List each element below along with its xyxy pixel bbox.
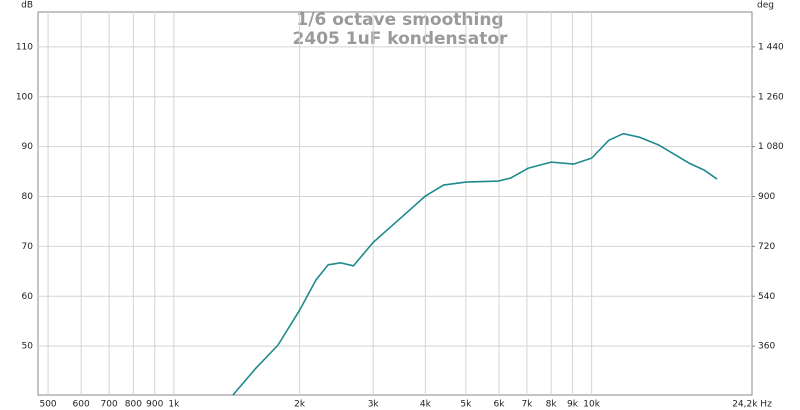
y2-tick-label: 1 260 — [758, 92, 784, 102]
y-tick-label: 110 — [16, 42, 33, 52]
x-tick-label: 9k — [567, 400, 579, 410]
x-tick-label: 1k — [168, 400, 180, 410]
response-line — [232, 132, 718, 396]
y-tick-label: 70 — [22, 242, 34, 252]
y-tick-label: 100 — [16, 92, 33, 102]
chart-title: 1/6 octave smoothing — [296, 10, 503, 30]
y2-axis-label: deg — [757, 1, 774, 11]
y2-tick-label: 900 — [758, 192, 775, 202]
y-tick-label: 60 — [22, 292, 34, 302]
y2-tick-label: 540 — [758, 292, 775, 302]
y-tick-label: 50 — [22, 342, 34, 352]
x-tick-label: 800 — [125, 400, 142, 410]
x-tick-label: 3k — [368, 400, 380, 410]
x-tick-label: 6k — [493, 400, 505, 410]
plot-frame — [37, 11, 753, 396]
x-tick-label: 2k — [294, 400, 306, 410]
x-tick-label: 900 — [146, 400, 163, 410]
y-tick-label: 80 — [22, 192, 34, 202]
x-tick-label: 8k — [546, 400, 558, 410]
x-tick-label: 24,2k Hz — [732, 400, 772, 410]
x-tick-label: 10k — [583, 400, 600, 410]
x-tick-label: 4k — [420, 400, 432, 410]
y2-tick-label: 1 080 — [758, 142, 784, 152]
x-tick-label: 500 — [39, 400, 56, 410]
x-tick-label: 700 — [101, 400, 118, 410]
x-tick-label: 7k — [521, 400, 533, 410]
y2-tick-label: 720 — [758, 242, 775, 252]
chart-subtitle: 2405 1uF kondensator — [293, 29, 509, 49]
y-tick-label: 90 — [22, 142, 34, 152]
x-tick-label: 5k — [460, 400, 472, 410]
x-tick-label: 600 — [73, 400, 90, 410]
y2-tick-label: 1 440 — [758, 42, 784, 52]
y-axis-label: dB — [21, 1, 33, 11]
y2-tick-label: 360 — [758, 342, 775, 352]
